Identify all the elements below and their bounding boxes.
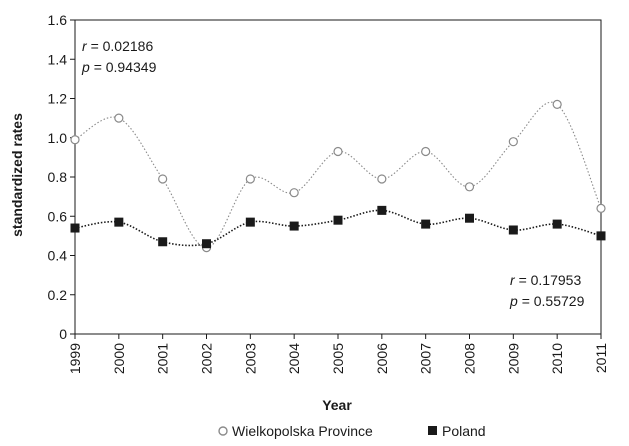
legend-marker-poland — [428, 426, 437, 435]
legend-label-wielkopolska: Wielkopolska Province — [232, 423, 373, 439]
y-tick-label: 0.8 — [48, 169, 68, 185]
y-tick-label: 1.6 — [48, 12, 68, 28]
y-axis-title: standardized rates — [9, 113, 25, 237]
data-point — [71, 224, 80, 233]
x-tick-label: 2007 — [418, 343, 434, 374]
annotation-p-value: = 0.55729 — [522, 293, 585, 309]
data-point — [509, 138, 517, 146]
y-axis: 0 0.2 0.4 0.6 0.8 1.0 1.2 1.4 1.6 — [48, 12, 75, 342]
y-tick-label: 0 — [59, 326, 67, 342]
x-tick-label: 2011 — [593, 343, 609, 373]
legend-marker-wielkopolska — [219, 427, 227, 435]
series-line — [75, 210, 601, 245]
data-point — [553, 100, 561, 108]
svg-text:r = 0.02186: r = 0.02186 — [82, 38, 153, 54]
x-tick-label: 2002 — [199, 343, 215, 374]
data-point — [553, 220, 562, 229]
legend: Wielkopolska Province Poland — [219, 423, 486, 439]
x-tick-label: 1999 — [67, 343, 83, 374]
x-tick-label: 2004 — [286, 343, 302, 374]
x-tick-label: 2008 — [462, 343, 478, 374]
x-axis: 1999 2000 2001 2002 2003 2004 2005 2006 2007 2008… — [67, 334, 609, 374]
data-point — [158, 237, 167, 246]
data-point — [378, 175, 386, 183]
annotation-r-value: = 0.02186 — [91, 38, 154, 54]
x-tick-label: 2003 — [242, 343, 258, 374]
legend-label-poland: Poland — [442, 423, 486, 439]
data-point — [509, 225, 518, 234]
x-tick-label: 2010 — [549, 343, 565, 374]
annotation-p-label: p — [509, 293, 518, 309]
y-tick-label: 0.4 — [48, 248, 68, 264]
data-point — [290, 222, 299, 231]
x-tick-label: 2009 — [505, 343, 521, 374]
data-point — [334, 216, 343, 225]
y-tick-label: 1.4 — [48, 51, 68, 67]
data-point — [334, 147, 342, 155]
data-point — [246, 175, 254, 183]
annotation-r-label: r — [82, 38, 88, 54]
svg-text:p = 0.94349: p = 0.94349 — [81, 59, 157, 75]
data-point — [159, 175, 167, 183]
x-axis-title: Year — [322, 397, 352, 413]
data-point — [290, 189, 298, 197]
svg-text:p = 0.55729: p = 0.55729 — [509, 293, 585, 309]
x-tick-label: 2001 — [155, 343, 171, 374]
data-point — [597, 204, 605, 212]
data-point — [71, 136, 79, 144]
x-tick-label: 2006 — [374, 343, 390, 374]
data-point — [115, 114, 123, 122]
data-point — [465, 214, 474, 223]
data-point — [597, 231, 606, 240]
data-point — [377, 206, 386, 215]
y-tick-label: 1.2 — [48, 91, 68, 107]
annotation-r-value: = 0.17953 — [519, 272, 582, 288]
data-point — [422, 147, 430, 155]
series-layer — [71, 100, 606, 251]
y-tick-label: 1.0 — [48, 130, 68, 146]
data-point — [246, 218, 255, 227]
x-tick-label: 2000 — [111, 343, 127, 374]
series-line — [75, 102, 601, 247]
data-point — [202, 239, 211, 248]
annotation-poland: r = 0.17953 p = 0.55729 — [509, 272, 585, 309]
data-point — [466, 183, 474, 191]
annotation-p-value: = 0.94349 — [94, 59, 157, 75]
y-tick-label: 0.6 — [48, 208, 68, 224]
data-point — [421, 220, 430, 229]
svg-text:r = 0.17953: r = 0.17953 — [510, 272, 581, 288]
y-tick-label: 0.2 — [48, 287, 68, 303]
x-tick-label: 2005 — [330, 343, 346, 374]
annotation-r-label: r — [510, 272, 516, 288]
annotation-p-label: p — [81, 59, 90, 75]
data-point — [114, 218, 123, 227]
annotation-wielkopolska: r = 0.02186 p = 0.94349 — [81, 38, 157, 75]
series-poland — [71, 206, 606, 248]
series-wielkopolska-province — [71, 100, 605, 251]
